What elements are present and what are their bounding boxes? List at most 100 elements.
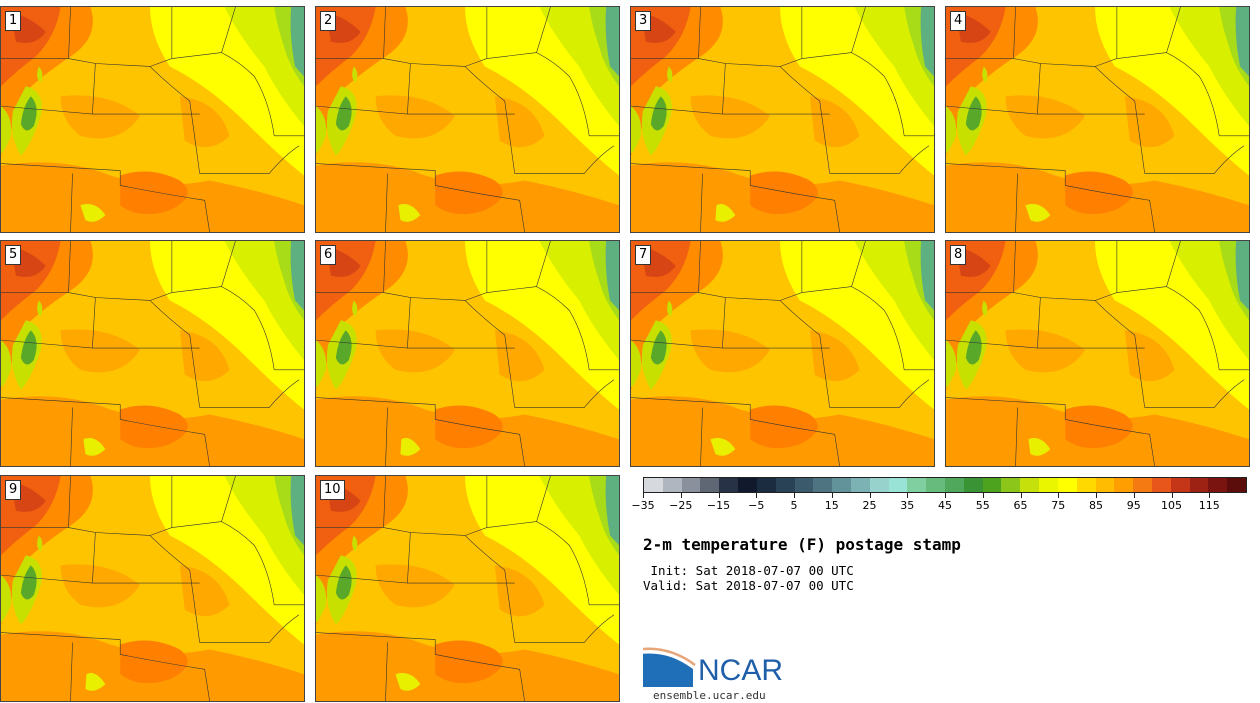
- member-label: 5: [5, 245, 22, 265]
- colorbar-tick-label: 25: [862, 499, 877, 512]
- member-panel-8: 8: [945, 240, 1250, 467]
- colorbar-segment: [926, 478, 945, 492]
- colorbar-segment: [1095, 478, 1115, 492]
- colorbar-segment: [700, 478, 720, 492]
- colorbar-segment: [1039, 478, 1058, 492]
- member-panel-6: 6: [315, 240, 620, 467]
- member-label: 2: [320, 11, 337, 31]
- colorbar-segment: [813, 478, 833, 492]
- valid-time: Valid: Sat 2018-07-07 00 UTC: [643, 578, 854, 593]
- colorbar-tick: [794, 493, 795, 498]
- logo-url: ensemble.ucar.edu: [653, 689, 766, 702]
- colorbar-tick-label: 75: [1051, 499, 1066, 512]
- colorbar-segment: [1020, 478, 1040, 492]
- colorbar-segment: [719, 478, 739, 492]
- temperature-map: [631, 7, 934, 232]
- colorbar-tick-label: 65: [1013, 499, 1028, 512]
- member-panel-7: 7: [630, 240, 935, 467]
- member-panel-9: 9: [0, 475, 305, 702]
- colorbar-tick-label: 45: [938, 499, 952, 512]
- colorbar-segment: [644, 478, 663, 492]
- ncar-logo: [643, 647, 696, 687]
- colorbar-segment: [869, 478, 889, 492]
- colorbar-segment: [756, 478, 776, 492]
- colorbar-tick: [1058, 493, 1060, 498]
- colorbar-segment: [850, 478, 870, 492]
- member-label: 4: [950, 11, 967, 31]
- colorbar-tick: [1209, 493, 1211, 498]
- colorbar-segment: [681, 478, 701, 492]
- colorbar-segment: [945, 478, 964, 492]
- temperature-map: [316, 476, 619, 701]
- colorbar-segment: [662, 478, 682, 492]
- member-label: 9: [5, 480, 22, 500]
- colorbar-tick-label: 95: [1126, 499, 1141, 512]
- member-label: 3: [635, 11, 652, 31]
- colorbar-segment: [1001, 478, 1021, 492]
- colorbar-tick: [1020, 493, 1022, 498]
- member-label: 6: [320, 245, 337, 265]
- colorbar-segment: [832, 478, 851, 492]
- colorbar-tick-label: −35: [631, 499, 655, 512]
- init-time: Init: Sat 2018-07-07 00 UTC: [643, 563, 854, 578]
- member-panel-2: 2: [315, 6, 620, 233]
- member-panel-5: 5: [0, 240, 305, 467]
- colorbar-tick: [718, 493, 720, 498]
- colorbar-tick: [643, 493, 644, 498]
- colorbar-segment: [1189, 478, 1209, 492]
- member-label: 1: [5, 11, 22, 31]
- colorbar-tick: [907, 493, 909, 498]
- colorbar-segment: [1208, 478, 1228, 492]
- temperature-map: [946, 7, 1249, 232]
- member-label: 8: [950, 245, 967, 265]
- member-panel-3: 3: [630, 6, 935, 233]
- colorbar-segment: [1151, 478, 1171, 492]
- member-label: 7: [635, 245, 652, 265]
- colorbar-segment: [775, 478, 795, 492]
- colorbar-segment: [1133, 478, 1152, 492]
- colorbar-tick: [756, 493, 758, 498]
- colorbar-segment: [1114, 478, 1134, 492]
- colorbar-tick-label: 85: [1089, 499, 1103, 512]
- temperature-map: [316, 241, 619, 466]
- colorbar-tick-label: 15: [824, 499, 839, 512]
- temperature-colorbar: [643, 477, 1247, 493]
- colorbar-tick-label: 105: [1161, 499, 1182, 512]
- colorbar-tick: [945, 493, 946, 498]
- temperature-map: [316, 7, 619, 232]
- colorbar-tick: [831, 493, 833, 498]
- member-panel-10: 10: [315, 475, 620, 702]
- colorbar-tick-label: −15: [706, 499, 731, 512]
- colorbar-tick-label: 5: [790, 499, 798, 512]
- colorbar-tick-label: 35: [900, 499, 915, 512]
- colorbar-tick: [982, 493, 984, 498]
- temperature-map: [946, 241, 1249, 466]
- colorbar-segment: [1227, 478, 1246, 492]
- colorbar-segment: [963, 478, 983, 492]
- colorbar-tick: [1171, 493, 1173, 498]
- colorbar-tick: [1133, 493, 1135, 498]
- colorbar-segment: [1057, 478, 1077, 492]
- colorbar-segment: [1170, 478, 1190, 492]
- colorbar-ticks: −35 −25 −15 −5 5 15 25 35 45 55 65 75 85 95 105 115: [631, 493, 1247, 515]
- plot-title: 2-m temperature (F) postage stamp: [643, 535, 961, 554]
- colorbar-tick: [1096, 493, 1097, 498]
- colorbar-tick: [680, 493, 682, 498]
- member-label: 10: [320, 480, 345, 500]
- temperature-map: [1, 241, 304, 466]
- member-panel-4: 4: [945, 6, 1250, 233]
- temperature-map: [1, 7, 304, 232]
- temperature-map: [1, 476, 304, 701]
- colorbar-segment: [888, 478, 908, 492]
- colorbar-tick-label: 55: [975, 499, 990, 512]
- colorbar-tick-label: −25: [669, 499, 693, 512]
- colorbar-segment: [738, 478, 757, 492]
- colorbar-tick-label: 115: [1198, 499, 1220, 512]
- colorbar-tick-label: −5: [748, 499, 765, 512]
- colorbar-segment: [794, 478, 814, 492]
- colorbar-segment: [1076, 478, 1096, 492]
- temperature-map: [631, 241, 934, 466]
- colorbar-tick: [869, 493, 871, 498]
- logo-wordmark: NCAR: [698, 654, 784, 687]
- colorbar-segment: [907, 478, 927, 492]
